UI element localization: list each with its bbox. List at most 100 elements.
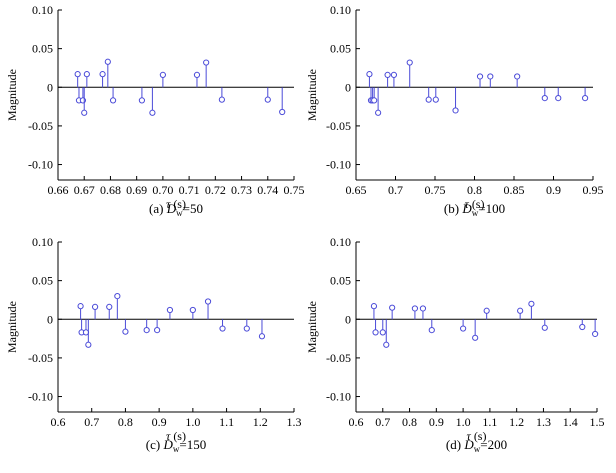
caption-prefix: (d) [446, 437, 464, 452]
x-tick-label: 1.1 [219, 415, 234, 429]
stem-marker [91, 303, 99, 311]
stem-marker [582, 94, 589, 102]
caption-var: D [166, 201, 177, 216]
stem-marker [79, 97, 87, 104]
x-tick-label: 0.75 [284, 183, 305, 197]
x-tick-label: 1.1 [482, 415, 497, 429]
stem-marker [372, 329, 379, 336]
stem-marker [82, 329, 90, 336]
x-axis-label: τ (s) [467, 429, 487, 443]
stem-marker [85, 341, 92, 348]
y-tick-label: 0.10 [32, 235, 53, 249]
stem-marker [219, 325, 226, 332]
x-tick-label: 0.7 [84, 415, 99, 429]
x-tick-label: 1.0 [456, 415, 471, 429]
x-axis-label: τ (s) [166, 197, 186, 211]
stem-marker [541, 94, 548, 102]
stem-marker [514, 73, 521, 80]
stem-marker [541, 324, 548, 331]
stem-marker [428, 326, 435, 334]
stem-marker [74, 71, 81, 78]
y-tick-label: -0.10 [28, 390, 53, 404]
caption-suffix: =150 [179, 437, 206, 452]
y-tick-label: -0.10 [326, 390, 351, 404]
x-tick-label: 0.73 [231, 183, 252, 197]
stem-marker [419, 305, 427, 312]
caption-prefix: (a) [149, 201, 167, 216]
x-tick-label: 0.9 [429, 415, 444, 429]
x-axis-label-unit: (s) [170, 197, 186, 211]
x-tick-label: 0.8 [467, 183, 482, 197]
y-tick-label: 0.05 [32, 274, 53, 288]
x-tick-label: 0.70 [152, 183, 173, 197]
stem-marker [487, 73, 494, 80]
y-axis-label: Magnitude [305, 301, 319, 353]
caption-sub: w [474, 444, 481, 454]
caption-var: D [463, 437, 474, 452]
x-tick-label: 0.67 [74, 183, 95, 197]
x-tick-label: 0.6 [51, 415, 66, 429]
stem-marker [154, 326, 161, 334]
stem-marker [81, 109, 88, 116]
y-tick-label: 0 [345, 80, 351, 94]
x-tick-label: 1.0 [185, 415, 200, 429]
x-tick-label: 0.95 [583, 183, 604, 197]
caption-sub: w [173, 444, 180, 454]
stem-marker [166, 306, 174, 314]
x-axis-label: τ (s) [166, 429, 186, 443]
stem-marker [370, 303, 378, 310]
stem-marker [384, 71, 391, 79]
x-axis-label-var: τ [166, 197, 171, 211]
x-tick-label: 0.8 [118, 415, 133, 429]
y-tick-label: 0.10 [330, 235, 351, 249]
y-tick-label: 0.10 [32, 3, 53, 17]
caption-suffix: =200 [480, 437, 507, 452]
x-tick-label: 0.65 [346, 183, 367, 197]
stem-marker [122, 328, 129, 335]
stem-marker [390, 71, 398, 79]
y-tick-label: 0 [345, 312, 351, 326]
stem-marker [218, 96, 225, 103]
stem-marker [476, 73, 484, 80]
stem-marker [517, 307, 524, 314]
stem-marker [425, 96, 432, 103]
x-tick-label: 0.72 [205, 183, 226, 197]
stem-marker [483, 307, 490, 314]
y-tick-label: -0.05 [28, 351, 53, 365]
x-axis-label-unit: (s) [469, 197, 485, 211]
panel-caption: (d) Dw=200 [446, 437, 507, 454]
stem-marker [579, 323, 586, 331]
stem-marker [411, 305, 419, 312]
y-tick-label: 0 [47, 312, 53, 326]
x-tick-label: 0.68 [100, 183, 121, 197]
x-tick-label: 0.9 [546, 183, 561, 197]
stem-marker [83, 71, 90, 78]
caption-suffix: =50 [183, 201, 203, 216]
stem-marker [99, 71, 106, 78]
x-axis-label: τ (s) [465, 197, 485, 211]
caption-prefix: (b) [444, 201, 462, 216]
stem-marker [104, 58, 111, 65]
stem-marker [472, 334, 479, 341]
panel-a: 0.10 0.05 0 -0.05 -0.10 0.66 0.67 0.68 0.69 0.70 0… [5, 3, 305, 218]
panel-caption: (a) Dw=50 [149, 201, 203, 218]
stem-marker [406, 59, 413, 66]
x-tick-label: 0.69 [126, 183, 147, 197]
panel-b: 0.10 0.05 0 -0.05 -0.10 0.65 0.7 0.75 0.8 0.85 0.9… [305, 3, 604, 218]
y-axis-label: Magnitude [5, 301, 19, 353]
x-tick-label: 0.7 [388, 183, 403, 197]
stem-marker [189, 306, 196, 314]
x-tick-label: 1.4 [563, 415, 578, 429]
stem-marker [555, 94, 562, 102]
stem-marker [379, 329, 386, 336]
stem-marker [109, 97, 117, 104]
y-tick-label: -0.10 [28, 158, 53, 172]
stem-marker [149, 109, 156, 116]
y-tick-label: 0.10 [330, 3, 351, 17]
stem-marker [203, 59, 210, 66]
stem-marker [264, 96, 271, 103]
stem-marker [279, 108, 286, 116]
stem-marker [143, 326, 150, 334]
